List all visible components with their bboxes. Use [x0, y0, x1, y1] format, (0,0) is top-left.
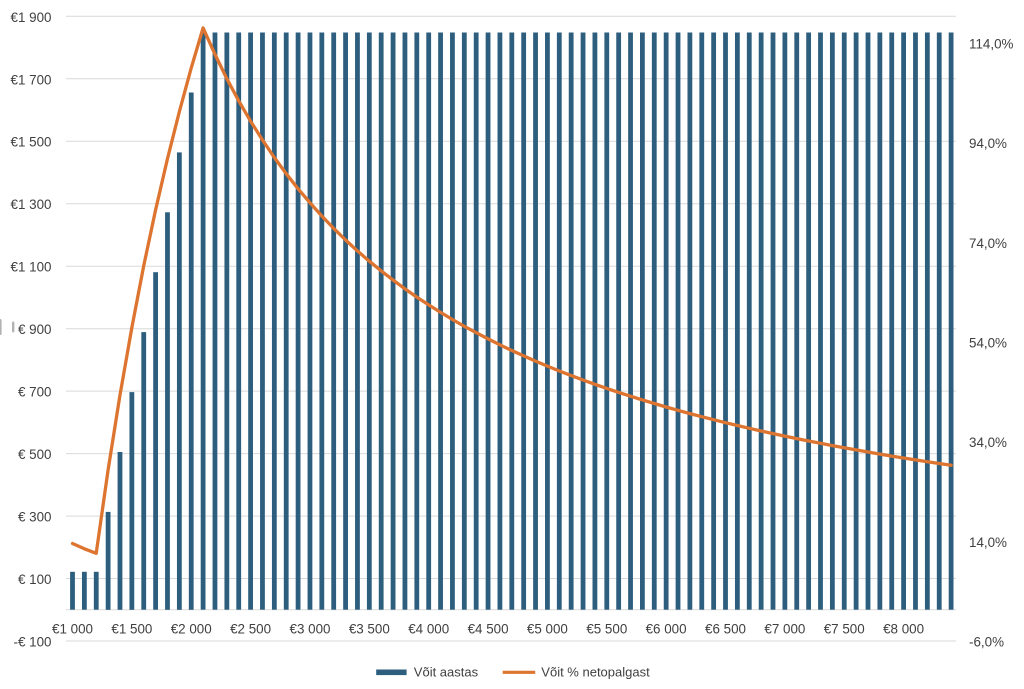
svg-text:34,0%: 34,0%	[969, 435, 1007, 450]
svg-text:€1 900: €1 900	[11, 10, 52, 25]
svg-text:€5 500: €5 500	[586, 622, 627, 637]
svg-text:74,0%: 74,0%	[969, 236, 1007, 251]
svg-text:€1 700: €1 700	[11, 72, 52, 87]
svg-text:114,0%: 114,0%	[969, 37, 1014, 52]
svg-text:€1 000: €1 000	[52, 622, 93, 637]
svg-text:€3 000: €3 000	[290, 622, 331, 637]
svg-text:€1 500: €1 500	[11, 135, 52, 150]
svg-text:€3 500: €3 500	[349, 622, 390, 637]
svg-text:Võit aastas: Võit aastas	[414, 664, 479, 679]
svg-text:€4 500: €4 500	[468, 622, 509, 637]
svg-text:€5 000: €5 000	[527, 622, 568, 637]
svg-text:€1 300: €1 300	[11, 197, 52, 212]
svg-text:€ 700: € 700	[18, 385, 52, 400]
svg-text:€1 100: €1 100	[11, 260, 52, 275]
svg-text:Võit % netopalgast: Võit % netopalgast	[541, 664, 650, 679]
svg-text:14,0%: 14,0%	[969, 535, 1007, 550]
svg-text:€ 300: € 300	[18, 510, 52, 525]
svg-text:-€ 100: -€ 100	[14, 635, 52, 650]
svg-text:€4 000: €4 000	[408, 622, 449, 637]
svg-text:€ 100: € 100	[18, 572, 52, 587]
svg-text:€1 500: €1 500	[111, 622, 152, 637]
svg-text:-6,0%: -6,0%	[969, 635, 1004, 650]
svg-text:€2 500: €2 500	[230, 622, 271, 637]
svg-text:€ 500: € 500	[18, 447, 52, 462]
svg-text:€7 500: €7 500	[824, 622, 865, 637]
svg-text:94,0%: 94,0%	[969, 136, 1007, 151]
svg-text:€8 000: €8 000	[883, 622, 924, 637]
svg-text:€7 000: €7 000	[764, 622, 805, 637]
svg-text:54,0%: 54,0%	[969, 336, 1007, 351]
svg-text:€2 000: €2 000	[171, 622, 212, 637]
svg-text:€6 500: €6 500	[705, 622, 746, 637]
svg-text:€ 900: € 900	[18, 322, 52, 337]
svg-text:€6 000: €6 000	[646, 622, 687, 637]
